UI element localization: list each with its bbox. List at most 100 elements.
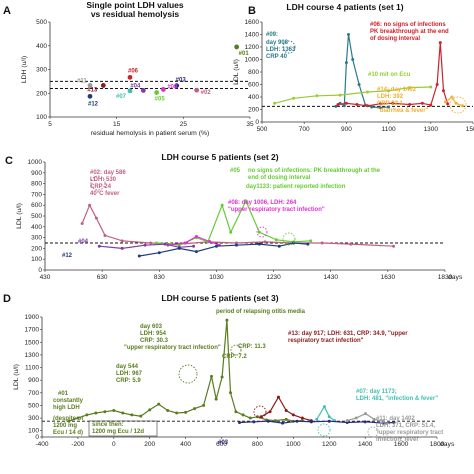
annotation-D-16: since then: xyxy=(92,422,124,428)
chart-title-line1-A: Single point LDH values xyxy=(86,0,184,10)
series-point-C-p08-1 xyxy=(183,241,187,245)
series-point-B-p06-9 xyxy=(435,83,439,86)
annotation-D-13: (despite of xyxy=(53,416,84,422)
series-point-C-p02-8 xyxy=(234,241,238,245)
y-tick-label-B-8: 1600 xyxy=(245,19,260,26)
chart-title-B: LDH course 4 patients (set 1) xyxy=(286,2,403,12)
annotation-B-10: CRP 22.1 xyxy=(377,101,404,107)
series-point-B-p14-0 xyxy=(444,100,448,104)
annotation-C-11: #12 xyxy=(62,253,73,259)
series-point-D-p03-2 xyxy=(266,419,270,423)
highlight-ring-0 xyxy=(282,40,296,54)
series-point-B-p14-1 xyxy=(450,95,454,99)
series-point-B-p09-5 xyxy=(351,58,355,61)
y-tick-label-C-6: 600 xyxy=(31,202,42,209)
series-point-C-p12-2 xyxy=(177,246,181,250)
scatter-label-p01: #01 xyxy=(239,51,250,57)
scatter-label-p13: #13 xyxy=(87,87,98,93)
series-point-D-p01-26 xyxy=(273,419,277,423)
series-point-C-p12-5 xyxy=(234,243,238,247)
series-line-D-p03 xyxy=(239,420,394,424)
y-tick-label-D-4: 700 xyxy=(28,390,39,397)
y-tick-label-D-2: 300 xyxy=(28,415,39,422)
scatter-label-p03: #03 xyxy=(176,78,187,84)
y-axis-label-D: LDL (u/l) xyxy=(13,364,20,390)
y-tick-label-C-2: 200 xyxy=(31,245,42,252)
x-tick-label-A-2: 25 xyxy=(180,121,188,128)
y-tick-label-D-5: 900 xyxy=(28,377,39,384)
y-tick-label-C-5: 500 xyxy=(31,213,42,220)
series-point-C-p08-2 xyxy=(194,235,198,239)
y-tick-label-C-0: 0 xyxy=(38,267,42,274)
annotation-B-1: day 908 xyxy=(266,40,289,46)
annotation-D-1: day 603 xyxy=(140,324,163,330)
y-tick-label-A-1: 200 xyxy=(36,90,47,97)
series-point-C-p02-0 xyxy=(80,222,84,226)
x-tick-label-C-0: 430 xyxy=(40,274,51,281)
series-point-D-p11-0 xyxy=(345,419,349,423)
since-then-box xyxy=(88,420,158,437)
scatter-point-p04 xyxy=(140,88,146,93)
series-point-D-p01-8 xyxy=(139,414,143,418)
series-point-D-p07-1 xyxy=(322,405,326,409)
x-axis-label-A: residual hemolysis in patient serum (%) xyxy=(91,130,210,137)
annotation-D-3: CRP: 30.3 xyxy=(140,338,169,344)
series-point-D-p07-2 xyxy=(327,415,331,419)
series-point-D-p07-0 xyxy=(315,417,319,421)
series-point-B-p06-10 xyxy=(438,41,442,45)
series-point-C-p04-1 xyxy=(120,246,124,250)
series-line-D-p07 xyxy=(316,405,336,422)
annotation-B-0: #09: xyxy=(266,32,278,38)
highlight-ring-1 xyxy=(449,96,467,114)
annotation-B-2: LDH: 1363 xyxy=(266,47,296,53)
series-point-D-p01-6 xyxy=(121,411,125,415)
annotation-D-25: infection, fever" xyxy=(376,437,422,443)
annotation-B-4: #06: no signs of infections xyxy=(370,22,446,28)
series-point-C-p12-7 xyxy=(277,244,281,248)
chart-title-C: LDH course 5 patients (set 2) xyxy=(161,152,278,162)
highlight-ring-6 xyxy=(230,344,242,356)
series-point-C-p12-1 xyxy=(157,251,161,255)
annotation-C-0: #02: day 586 xyxy=(90,170,126,176)
highlight-ring-5 xyxy=(178,364,198,384)
series-point-D-p01-18 xyxy=(220,375,224,379)
series-point-D-p01-23 xyxy=(248,416,252,420)
scatter-point-p03 xyxy=(174,83,180,89)
annotation-D-22: #11: day 1402 xyxy=(376,416,415,422)
highlight-ring-4 xyxy=(256,226,268,238)
x-tick-label-C-6: 1630 xyxy=(381,274,396,281)
series-point-C-p02-12 xyxy=(349,242,353,246)
series-point-D-p01-27 xyxy=(284,417,288,421)
x-tick-label-B-0: 500 xyxy=(257,126,268,133)
series-point-D-p01-22 xyxy=(241,413,245,417)
x-tick-label-B-3: 1100 xyxy=(382,126,396,133)
annotation-C-10: #04 xyxy=(78,239,89,245)
y-tick-label-D-10: 1900 xyxy=(25,314,40,321)
x-tick-label-B-5: 1500 xyxy=(466,126,474,133)
series-point-D-p01-17 xyxy=(214,397,218,401)
annotation-D-4: "upper respiratory tract infection" xyxy=(124,345,221,351)
x-tick-label-D-7: 1000 xyxy=(286,441,301,448)
series-point-C-p02-13 xyxy=(392,244,396,248)
y-tick-label-D-8: 1500 xyxy=(25,339,40,346)
x-tick-label-A-3: 35 xyxy=(246,121,254,128)
panel-letter-C: C xyxy=(5,155,13,167)
series-point-B-p10-0 xyxy=(273,101,277,105)
chart-title-D: LDH course 5 patients (set 3) xyxy=(161,293,278,303)
y-axis-label-C: LDL (u/l) xyxy=(16,203,23,229)
x-axis-label-D: days xyxy=(440,441,455,448)
series-point-C-p05-6 xyxy=(229,230,233,234)
annotation-D-12: high LDH xyxy=(53,405,80,411)
y-tick-label-A-2: 300 xyxy=(36,67,47,74)
series-point-D-p03-6 xyxy=(327,419,331,423)
series-point-D-p03-3 xyxy=(281,421,285,425)
panel-letter-D: D xyxy=(3,293,11,305)
series-line-C-p12 xyxy=(139,242,308,257)
series-point-C-p05-8 xyxy=(257,230,261,234)
series-point-D-p03-1 xyxy=(252,420,256,424)
annotation-B-9: LDH: 392 xyxy=(377,94,404,100)
x-tick-label-C-4: 1230 xyxy=(266,274,281,281)
series-point-D-p03-4 xyxy=(295,419,299,423)
series-point-D-p13-4 xyxy=(291,413,295,417)
